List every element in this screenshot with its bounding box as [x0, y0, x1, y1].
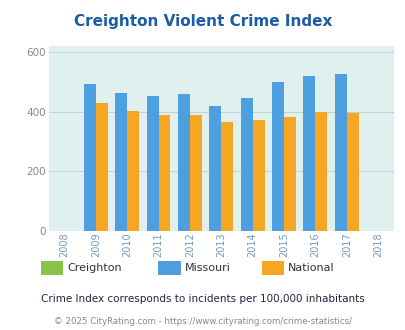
Bar: [146, 96, 158, 231]
Bar: [115, 93, 127, 231]
Bar: [158, 115, 170, 231]
Bar: [209, 106, 221, 231]
Bar: [271, 82, 284, 231]
Bar: [96, 103, 107, 231]
Text: Crime Index corresponds to incidents per 100,000 inhabitants: Crime Index corresponds to incidents per…: [41, 294, 364, 304]
Bar: [177, 94, 190, 231]
Bar: [190, 115, 201, 231]
Bar: [127, 111, 139, 231]
Bar: [315, 112, 326, 231]
Text: Missouri: Missouri: [184, 263, 230, 273]
Bar: [284, 117, 295, 231]
Bar: [334, 74, 346, 231]
Bar: [84, 84, 96, 231]
Bar: [221, 122, 232, 231]
Bar: [346, 113, 358, 231]
Text: National: National: [288, 263, 334, 273]
Text: Creighton: Creighton: [67, 263, 122, 273]
Bar: [240, 98, 252, 231]
Text: Creighton Violent Crime Index: Creighton Violent Crime Index: [74, 14, 331, 29]
Bar: [252, 120, 264, 231]
Text: © 2025 CityRating.com - https://www.cityrating.com/crime-statistics/: © 2025 CityRating.com - https://www.city…: [54, 317, 351, 326]
Bar: [303, 76, 315, 231]
